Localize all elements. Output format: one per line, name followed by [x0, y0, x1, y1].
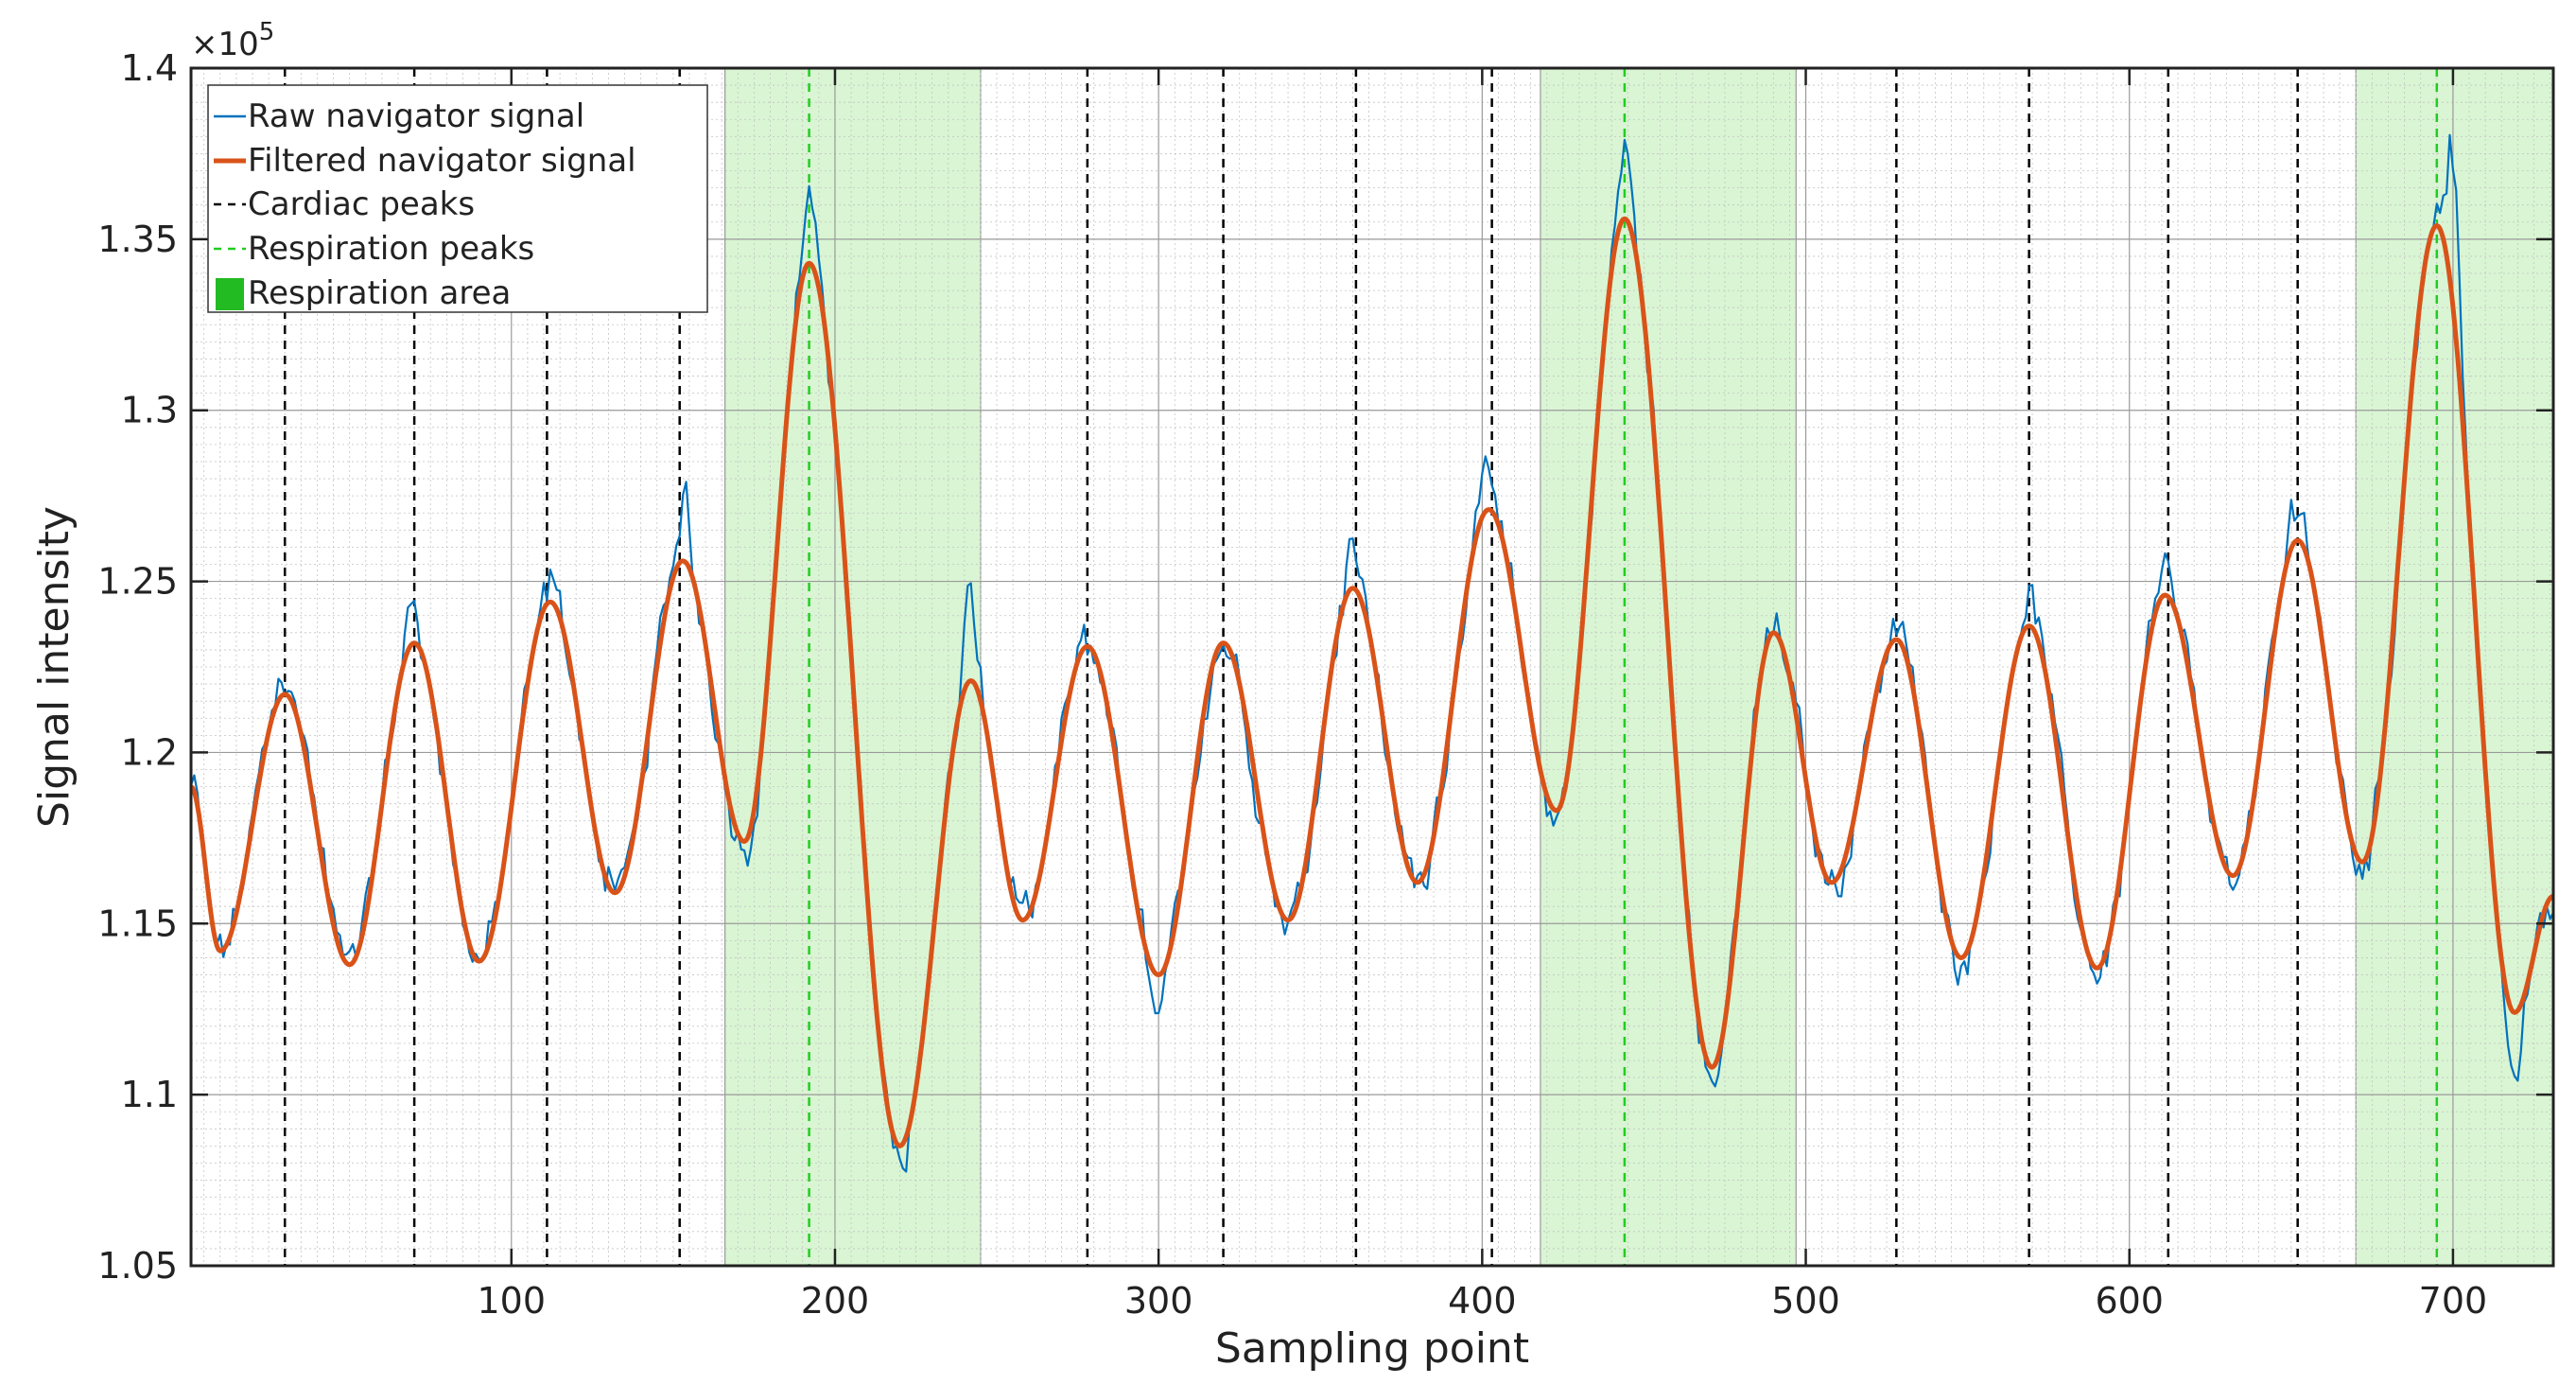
- legend: Raw navigator signal Filtered navigator …: [207, 84, 708, 313]
- y-tick-label: 1.35: [97, 219, 178, 260]
- legend-label-respiration-area: Respiration area: [248, 274, 511, 312]
- x-tick-label: 400: [1448, 1280, 1517, 1322]
- legend-label-raw: Raw navigator signal: [248, 97, 584, 135]
- y-multiplier-exponent: 5: [259, 18, 275, 46]
- axis-ticks: [191, 66, 2553, 1268]
- y-tick-label: 1.4: [121, 47, 178, 89]
- legend-swatch-area: [216, 278, 244, 310]
- legend-label-cardiac: Cardiac peaks: [248, 185, 475, 223]
- y-tick-label: 1.05: [97, 1245, 178, 1287]
- y-tick-label: 1.2: [121, 731, 178, 773]
- y-axis-label: Signal intensity: [30, 506, 78, 828]
- y-tick-label: 1.15: [97, 902, 178, 944]
- y-tick-label: 1.1: [121, 1074, 178, 1115]
- y-tick-label: 1.3: [121, 390, 178, 431]
- y-multiplier-base: ×10: [191, 26, 259, 63]
- x-tick-label: 200: [801, 1280, 870, 1322]
- x-tick-label: 100: [478, 1280, 547, 1322]
- y-tick-label: 1.25: [97, 561, 178, 603]
- legend-label-respiration-peaks: Respiration peaks: [248, 230, 534, 268]
- x-axis-label: Sampling point: [1215, 1324, 1529, 1373]
- respiration-areas: [724, 67, 2554, 1267]
- plot-frame: [189, 66, 2555, 1268]
- filtered-signal-line: [189, 216, 2554, 1148]
- legend-label-filtered: Filtered navigator signal: [248, 142, 636, 180]
- x-tick-label: 700: [2419, 1280, 2488, 1322]
- x-tick-label: 600: [2095, 1280, 2164, 1322]
- x-tick-label: 300: [1124, 1280, 1193, 1322]
- y-multiplier: ×105: [191, 18, 274, 63]
- tick-labels: 100 200 300 400 500 600 700 1.05 1.1 1.15 1.2 1.25 1…: [97, 47, 2487, 1322]
- legend-box: [207, 84, 708, 313]
- x-tick-label: 500: [1771, 1280, 1840, 1322]
